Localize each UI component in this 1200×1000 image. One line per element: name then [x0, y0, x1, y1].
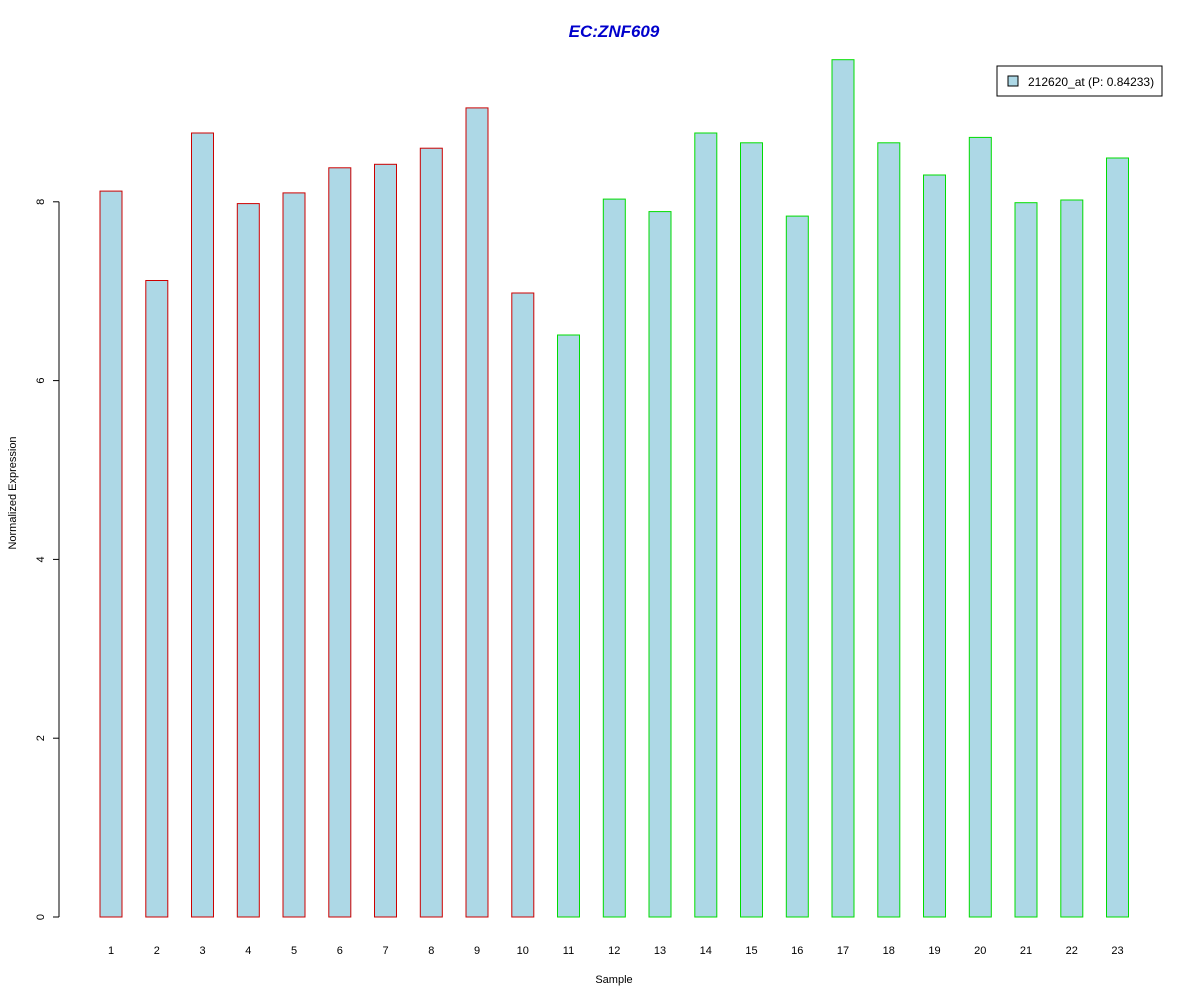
bar-sample-21: [1014, 202, 1038, 918]
x-tick-label: 21: [1020, 945, 1032, 957]
y-tick-label: 8: [35, 199, 47, 205]
y-axis-label: Normalized Expression: [7, 436, 19, 549]
x-tick-label: 4: [245, 945, 251, 957]
x-tick-label: 2: [154, 945, 160, 957]
bar-sample-15: [740, 142, 763, 918]
y-tick-label: 2: [35, 735, 47, 741]
legend-swatch: [1007, 75, 1019, 87]
x-tick-label: 20: [974, 945, 986, 957]
bar-sample-20: [968, 136, 992, 918]
x-tick-label: 23: [1111, 945, 1123, 957]
x-tick-label: 19: [928, 945, 940, 957]
bar-sample-3: [191, 132, 214, 918]
y-tick-label: 0: [35, 914, 47, 920]
bar-sample-11: [557, 334, 580, 918]
x-tick-label: 3: [199, 945, 205, 957]
x-tick-label: 22: [1066, 945, 1078, 957]
bar-sample-19: [923, 174, 946, 918]
chart-title: EC:ZNF609: [569, 22, 660, 41]
x-tick-label: 15: [745, 945, 757, 957]
bar-sample-17: [831, 59, 855, 918]
bars-group: [99, 59, 1129, 918]
x-tick-label: 5: [291, 945, 297, 957]
bar-sample-22: [1060, 199, 1084, 918]
y-axis: 0 2 4 6 8: [35, 199, 60, 920]
x-tick-label: 9: [474, 945, 480, 957]
bar-sample-7: [374, 163, 397, 918]
x-tick-label: 7: [382, 945, 388, 957]
x-tick-label: 11: [563, 945, 574, 957]
bar-sample-4: [236, 203, 260, 918]
legend: 212620_at (P: 0.84233): [996, 65, 1163, 97]
bar-sample-23: [1106, 157, 1129, 918]
legend-label: 212620_at (P: 0.84233): [1028, 75, 1154, 89]
x-tick-label: 18: [883, 945, 895, 957]
legend-box: [996, 65, 1163, 97]
bar-sample-16: [785, 215, 809, 918]
x-tick-label: 17: [837, 945, 849, 957]
bar-sample-14: [694, 132, 718, 918]
y-tick-label: 4: [35, 556, 47, 562]
bar-sample-6: [328, 167, 352, 918]
x-tick-label: 16: [791, 945, 803, 957]
x-tick-label: 6: [337, 945, 343, 957]
bar-sample-8: [419, 147, 443, 918]
x-tick-label: 13: [654, 945, 666, 957]
bar-sample-2: [145, 280, 169, 918]
bar-sample-1: [99, 190, 123, 918]
bar-sample-12: [602, 198, 626, 918]
x-axis-label: Sample: [595, 974, 632, 986]
x-tick-label: 1: [108, 945, 114, 957]
bar-sample-10: [511, 292, 535, 918]
bar-sample-13: [648, 211, 672, 918]
x-tick-label: 14: [700, 945, 712, 957]
bar-sample-5: [282, 192, 306, 918]
x-tick-label: 8: [428, 945, 434, 957]
x-tick-labels: 1 2 3 4 5 6 7 8 9 10 11 12 13 14 15 16 17 18 19 20 21 22 23: [108, 945, 1124, 957]
bar-sample-9: [465, 107, 489, 918]
y-tick-label: 6: [35, 378, 47, 384]
bar-sample-18: [877, 142, 901, 918]
x-tick-label: 10: [517, 945, 529, 957]
x-tick-label: 12: [608, 945, 620, 957]
